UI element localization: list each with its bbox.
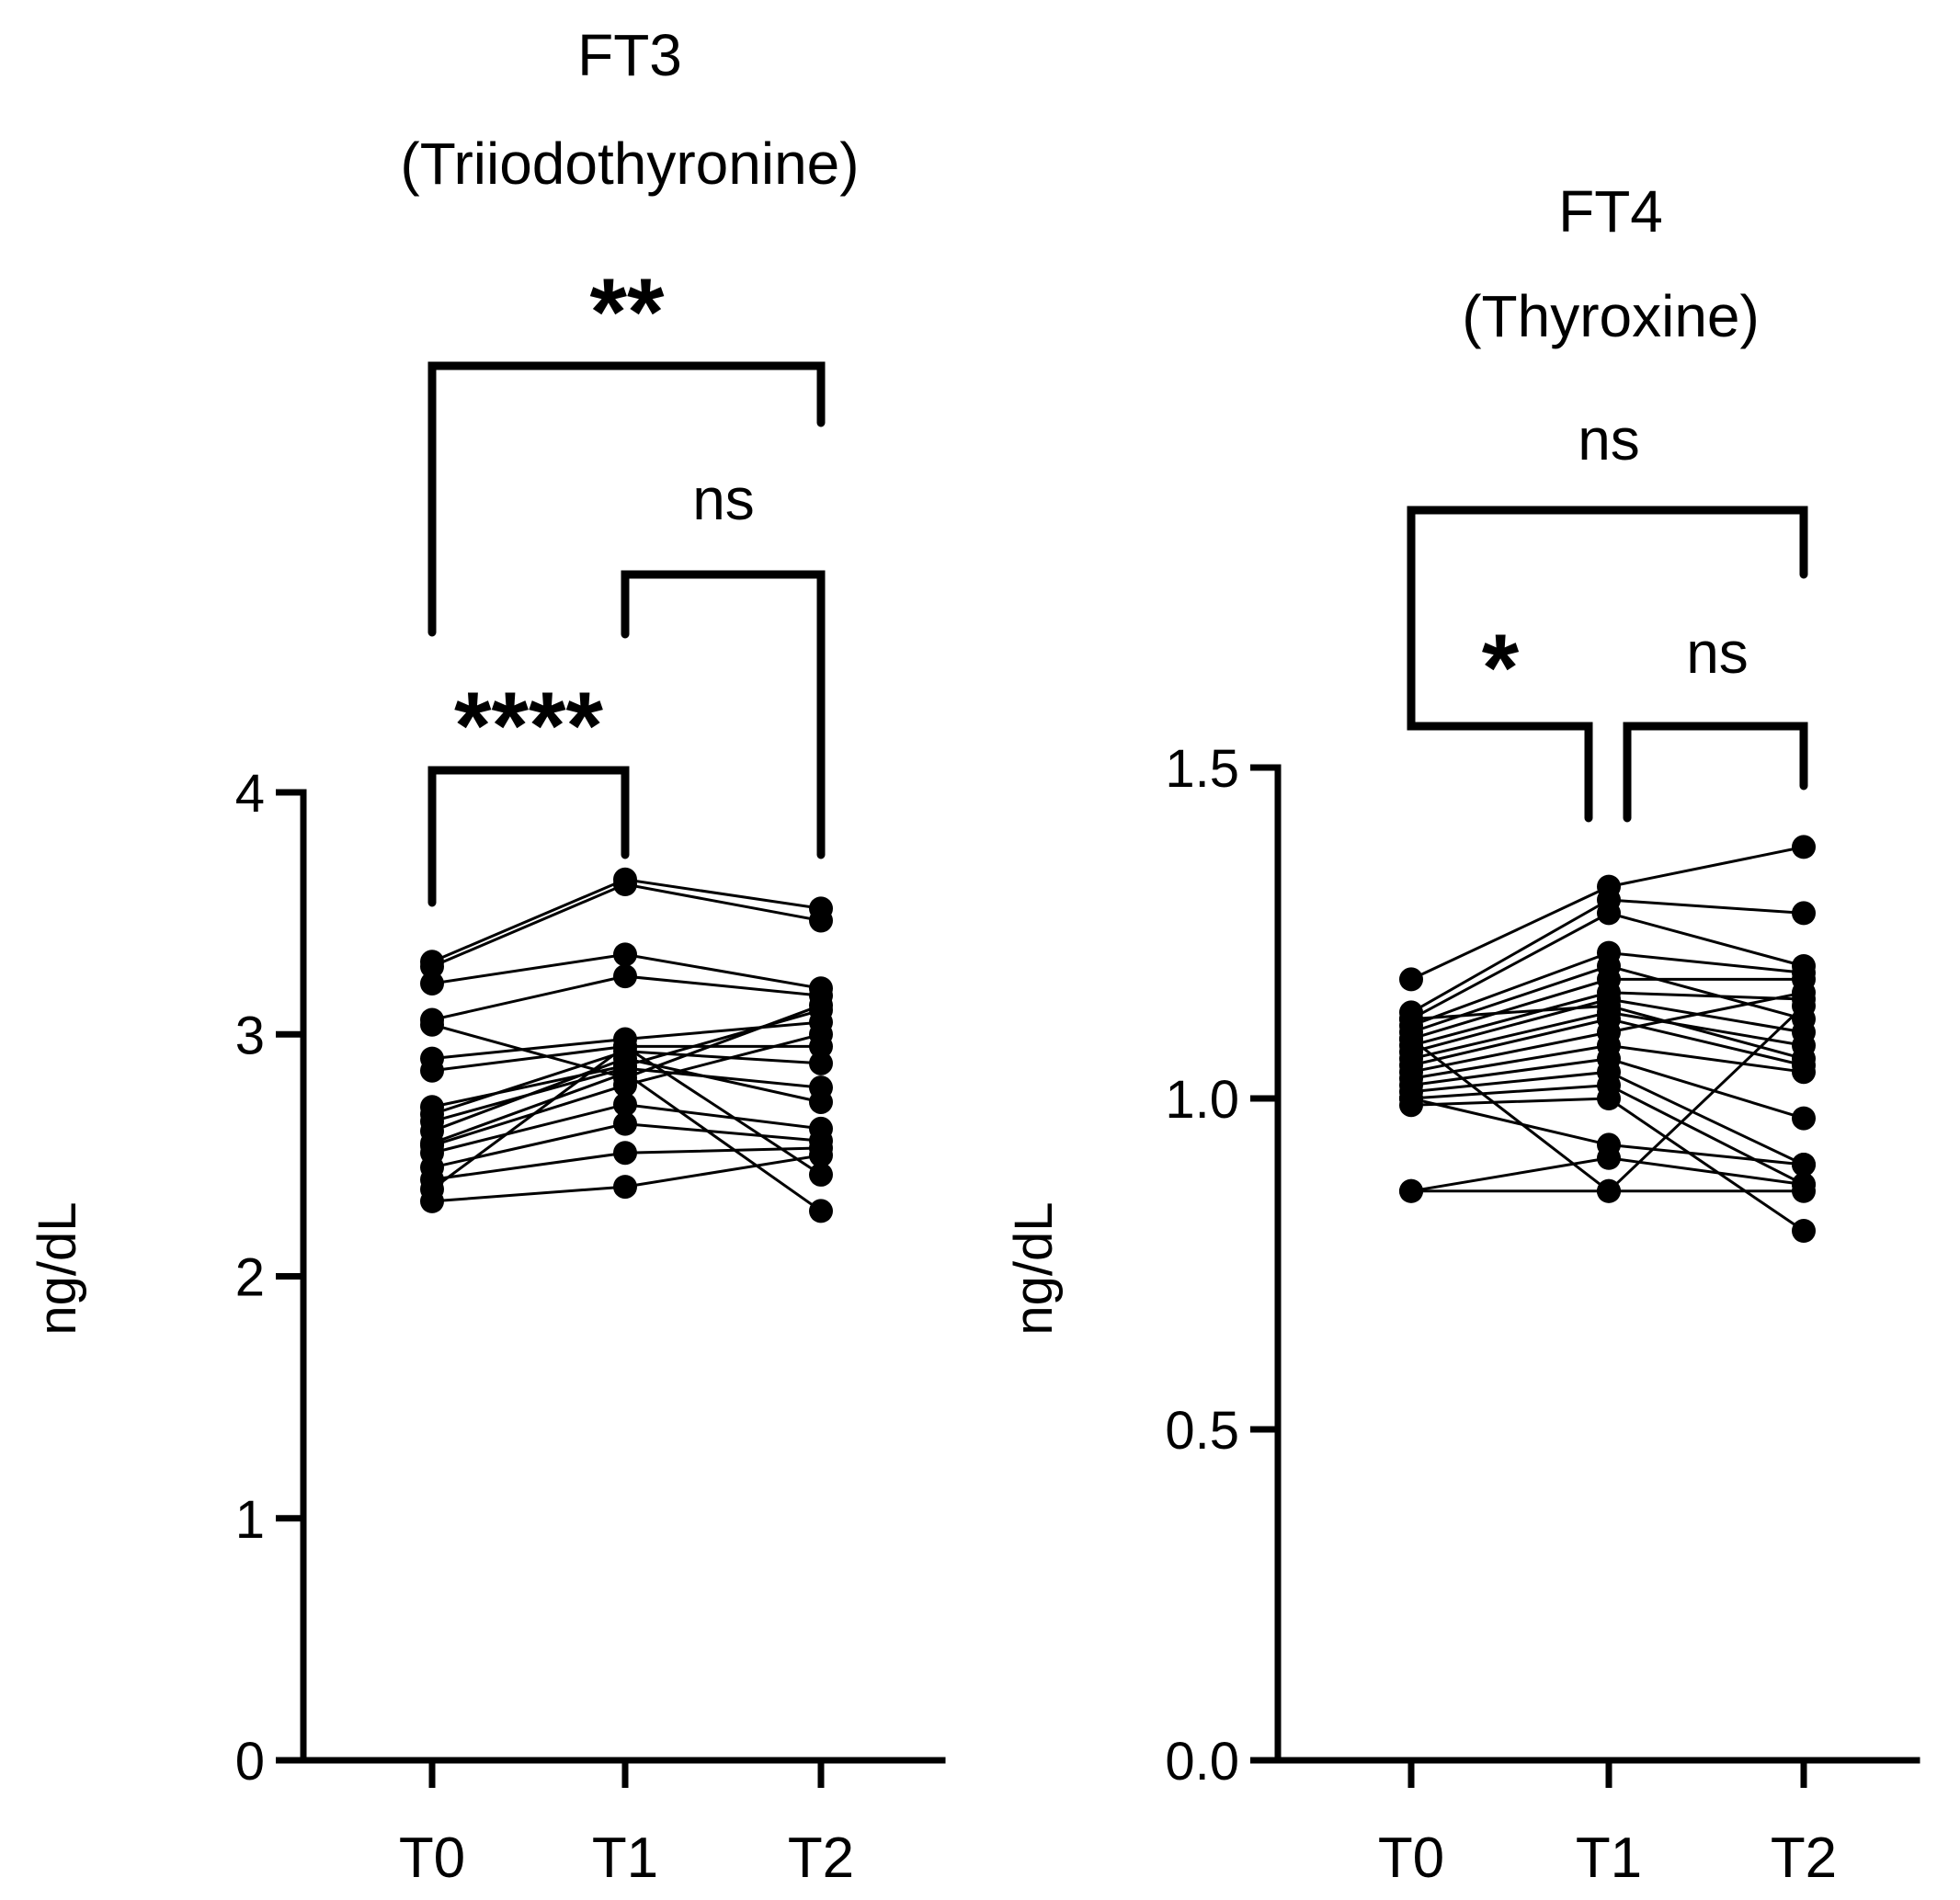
ft3-y-tick-label: 0 xyxy=(235,1732,265,1792)
ft3-data-point xyxy=(420,1058,444,1083)
ft3-data-point xyxy=(613,1175,637,1200)
ft3-subtitle: (Triiodothyronine) xyxy=(400,131,859,197)
ft3-y-tick-label: 4 xyxy=(235,764,265,824)
ft4-data-point xyxy=(1792,1106,1816,1131)
ft4-panel: FT4 (Thyroxine) ng/dL 0.00.51.01.5 T0 T1 T… xyxy=(1004,178,1920,1890)
ft4-data-point xyxy=(1597,994,1621,1018)
ft3-data-point xyxy=(809,997,833,1022)
ft4-data-point xyxy=(1399,967,1423,992)
ft3-data-point xyxy=(613,1034,637,1059)
ft3-data-point xyxy=(809,1162,833,1187)
ft3-y-tick-label: 3 xyxy=(235,1006,265,1065)
ft3-x-tick-label: T2 xyxy=(788,1826,854,1890)
ft3-data-point xyxy=(613,942,637,967)
ft4-x-tick-label: T1 xyxy=(1576,1826,1642,1890)
ft4-sig-label-t1-t2: ns xyxy=(1686,620,1749,686)
ft3-data-point xyxy=(613,872,637,897)
ft3-data-point xyxy=(613,1141,637,1166)
ft4-y-ticks: 0.0 0.5 1.0 1.5 xyxy=(1165,739,1278,1792)
ft3-sig-label-t0-t2: ** xyxy=(590,259,665,366)
ft3-y-ticks: 0 1 2 3 4 xyxy=(235,764,303,1792)
ft3-data-point xyxy=(809,1143,833,1167)
ft4-sig-label-t0-t2: ns xyxy=(1578,406,1640,472)
ft4-data-point xyxy=(1399,1007,1423,1031)
ft3-x-tick-label: T1 xyxy=(592,1826,658,1890)
ft3-y-tick-label: 2 xyxy=(235,1248,265,1308)
ft3-sig-label-t0-t1: **** xyxy=(454,673,603,779)
ft4-bracket-t0-t1 xyxy=(1407,668,1593,823)
ft4-data-point xyxy=(1792,1219,1816,1243)
ft4-data-point xyxy=(1792,994,1816,1018)
ft4-y-tick-label: 1.0 xyxy=(1165,1070,1239,1130)
ft4-title: FT4 xyxy=(1558,178,1663,245)
ft3-x-tick-label: T0 xyxy=(399,1826,465,1890)
ft4-data-point xyxy=(1792,901,1816,926)
ft4-data-point xyxy=(1597,1087,1621,1110)
ft3-data-point xyxy=(809,908,833,933)
ft4-data-point xyxy=(1792,1178,1816,1203)
ft4-data-point xyxy=(1597,901,1621,926)
ft4-data-point xyxy=(1792,1153,1816,1177)
ft3-data-point xyxy=(613,1111,637,1136)
ft4-data-points xyxy=(1399,835,1816,1243)
ft3-title: FT3 xyxy=(577,22,682,88)
ft4-data-point xyxy=(1399,1178,1423,1203)
ft3-y-axis-label: ng/dL xyxy=(28,1201,87,1335)
ft4-x-tick-label: T2 xyxy=(1771,1826,1837,1890)
ft3-y-tick-label: 1 xyxy=(235,1490,265,1550)
ft3-data-point xyxy=(809,1022,833,1047)
ft3-data-point xyxy=(809,1089,833,1114)
ft3-data-point xyxy=(613,1092,637,1117)
ft3-data-point xyxy=(809,1051,833,1075)
ft3-data-point xyxy=(420,1131,444,1155)
ft3-bracket-t0-t1 xyxy=(427,766,630,907)
ft4-sig-label-t0-t1: * xyxy=(1482,615,1520,722)
ft4-y-tick-label: 0.0 xyxy=(1165,1732,1239,1792)
ft3-data-point xyxy=(420,1012,444,1037)
ft3-data-point xyxy=(420,971,444,996)
ft3-sig-label-t1-t2: ns xyxy=(692,466,755,532)
ft3-data-point xyxy=(809,1199,833,1223)
ft4-bracket-t1-t2 xyxy=(1623,722,1808,823)
ft3-data-point xyxy=(613,964,637,989)
ft4-bracket-t0-t2 xyxy=(1407,506,1808,677)
ft4-data-point xyxy=(1399,1027,1423,1052)
ft4-data-point xyxy=(1597,1178,1621,1203)
ft4-data-point xyxy=(1597,1145,1621,1170)
ft4-x-ticks: T0 T1 T2 xyxy=(1378,1760,1837,1890)
ft4-y-axis-label: ng/dL xyxy=(1004,1201,1064,1335)
ft4-y-tick-label: 0.5 xyxy=(1165,1401,1239,1461)
ft3-data-point xyxy=(420,954,444,979)
ft4-data-point xyxy=(1792,1046,1816,1071)
ft4-data-point xyxy=(1792,835,1816,859)
ft3-bracket-t0-t2 xyxy=(427,361,826,637)
ft4-x-tick-label: T0 xyxy=(1378,1826,1444,1890)
ft3-data-point xyxy=(613,1061,637,1086)
ft4-y-tick-label: 1.5 xyxy=(1165,739,1239,799)
ft3-data-points xyxy=(420,867,833,1223)
ft4-subtitle: (Thyroxine) xyxy=(1462,283,1760,349)
ft3-bracket-t1-t2 xyxy=(621,570,826,859)
ft3-x-ticks: T0 T1 T2 xyxy=(399,1760,854,1890)
ft3-data-point xyxy=(420,1189,444,1213)
ft4-data-point xyxy=(1399,1087,1423,1110)
